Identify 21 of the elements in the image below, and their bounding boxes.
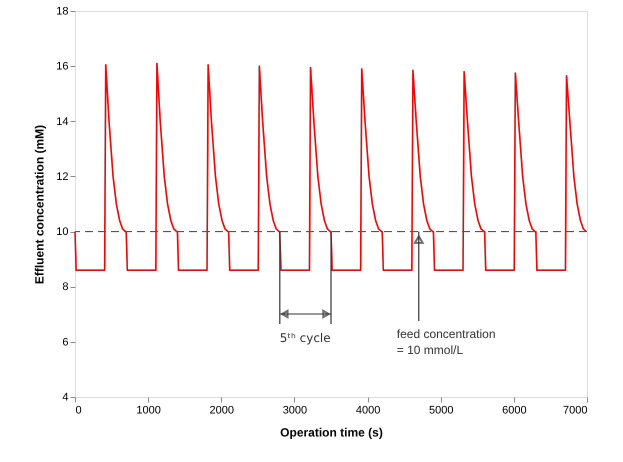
- x-tick-label: 5000: [428, 404, 454, 416]
- annotation: 5ᵗʰ cycle: [280, 331, 331, 345]
- line-series: [74, 62, 588, 271]
- annotation: feed concentration = 10 mmol/L: [396, 327, 496, 357]
- y-axis-title: Effluent concentration (mM): [32, 124, 46, 284]
- x-tick-label: 1000: [136, 404, 161, 416]
- y-tick-label: 16: [56, 60, 68, 73]
- y-tick-label: 4: [62, 392, 68, 404]
- x-tick-label: 4000: [356, 404, 380, 416]
- y-tick-label: 12: [56, 170, 68, 183]
- y-tick-label: 14: [56, 116, 68, 128]
- x-axis-title: Operation time (s): [280, 426, 383, 440]
- x-tick-label: 3000: [282, 404, 308, 416]
- x-tick-label: 0: [76, 404, 82, 416]
- x-tick-label: 6000: [502, 404, 527, 416]
- y-tick-label: 6: [62, 336, 68, 348]
- x-tick-label: 7000: [563, 404, 588, 416]
- x-tick-label: 2000: [210, 404, 234, 416]
- y-tick-label: 8: [62, 281, 68, 294]
- y-tick-label: 18: [56, 6, 68, 18]
- y-tick-label: 10: [56, 226, 68, 238]
